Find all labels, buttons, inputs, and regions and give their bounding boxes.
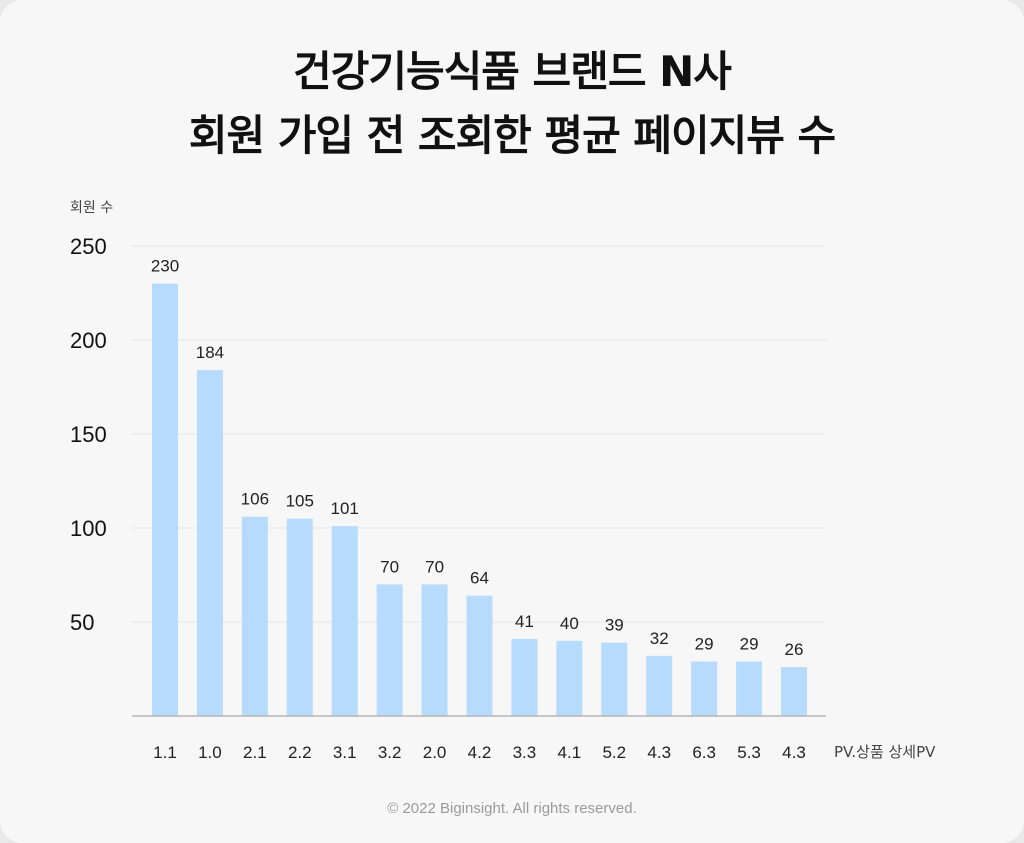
bar [736, 661, 763, 716]
data-label: 70 [380, 557, 399, 576]
data-label: 32 [650, 629, 669, 648]
y-tick-label: 200 [70, 328, 107, 353]
x-tick-label: 3.2 [378, 743, 402, 762]
x-tick-label: 4.3 [782, 743, 806, 762]
data-label: 29 [740, 634, 759, 653]
bar [646, 655, 673, 716]
x-tick-label: 5.3 [737, 743, 761, 762]
x-tick-label: 3.3 [513, 743, 537, 762]
x-tick-label: 2.2 [288, 743, 312, 762]
data-label: 106 [241, 490, 269, 509]
x-tick-label: 5.2 [602, 743, 626, 762]
data-label: 184 [196, 343, 224, 362]
x-axis-ticks: 1.1 1.0 2.1 2.2 3.1 3.2 2.0 4.2 3.3 4.1 5.2 4.3 6.3 5… [153, 743, 806, 762]
bar [376, 584, 403, 716]
data-labels: 230 184 106 105 101 70 70 64 41 40 39 32 29 29 26 [151, 257, 804, 660]
bar [241, 516, 268, 716]
data-label: 64 [470, 569, 489, 588]
bar [196, 370, 223, 716]
x-tick-label: 4.3 [647, 743, 671, 762]
chart-title: 건강기능식품 브랜드 N사 회원 가입 전 조회한 평균 페이지뷰 수 [0, 40, 1024, 168]
data-label: 105 [286, 492, 314, 511]
x-tick-label: 1.0 [198, 743, 222, 762]
bar [466, 595, 493, 716]
y-tick-label: 50 [70, 610, 94, 635]
x-axis-label: PV.상품 상세PV [834, 743, 936, 761]
y-tick-label: 100 [70, 516, 107, 541]
y-axis-ticks: 50 100 150 200 250 [70, 234, 107, 635]
chart-title-line-1: 건강기능식품 브랜드 N사 [293, 47, 732, 96]
bar [691, 661, 718, 716]
data-label: 41 [515, 612, 534, 631]
bar [781, 667, 807, 716]
x-tick-label: 2.0 [423, 743, 447, 762]
bar [152, 283, 178, 716]
x-tick-label: 3.1 [333, 743, 357, 762]
bar [601, 642, 628, 716]
x-tick-label: 4.1 [558, 743, 582, 762]
data-label: 26 [785, 640, 804, 659]
x-tick-label: 2.1 [243, 743, 267, 762]
bar [421, 584, 448, 716]
y-axis-label: 회원 수 [70, 200, 113, 216]
bar [511, 638, 538, 716]
data-label: 70 [425, 557, 444, 576]
bars [152, 283, 807, 716]
data-label: 40 [560, 614, 579, 633]
grid-lines [132, 245, 826, 623]
bar [286, 518, 313, 716]
y-tick-label: 150 [70, 422, 107, 447]
copyright-footer: © 2022 Biginsight. All rights reserved. [387, 800, 637, 817]
data-label: 101 [331, 499, 359, 518]
bar [331, 526, 358, 716]
y-tick-label: 250 [70, 234, 107, 259]
data-label: 230 [151, 257, 179, 276]
x-tick-label: 4.2 [468, 743, 492, 762]
bar [556, 640, 583, 716]
x-tick-label: 6.3 [692, 743, 716, 762]
data-label: 39 [605, 616, 624, 635]
x-tick-label: 1.1 [153, 743, 177, 762]
chart-title-line-2: 회원 가입 전 조회한 평균 페이지뷰 수 [188, 111, 836, 160]
data-label: 29 [695, 634, 714, 653]
